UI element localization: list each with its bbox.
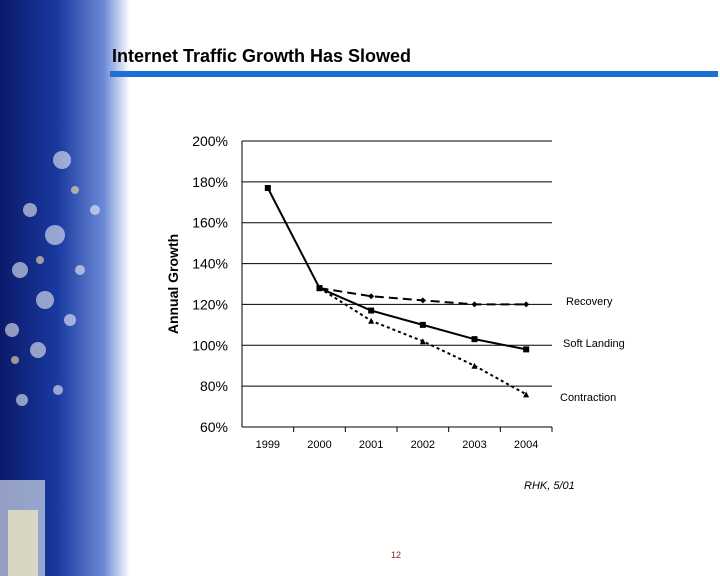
source-note: RHK, 5/01 [524, 480, 575, 492]
series-label: Recovery [566, 296, 613, 308]
y-tick-label: 100% [192, 337, 228, 353]
series-label: Contraction [560, 392, 616, 404]
data-point [523, 301, 530, 308]
data-point [419, 321, 426, 328]
x-tick-label: 2004 [514, 439, 538, 451]
data-point [316, 285, 323, 292]
title-underline-bar [110, 71, 718, 77]
data-point [523, 391, 530, 398]
x-tick-label: 2000 [307, 439, 331, 451]
page-number: 12 [391, 550, 402, 560]
data-point [471, 301, 478, 308]
data-point [264, 184, 271, 191]
y-tick-label: 200% [192, 133, 228, 149]
series-label: Soft Landing [563, 338, 625, 350]
data-point [368, 307, 375, 314]
data-point [419, 297, 426, 304]
data-point [471, 362, 478, 369]
x-tick-label: 2002 [411, 439, 435, 451]
y-tick-label: 80% [200, 378, 228, 394]
data-point [368, 317, 375, 324]
data-point [419, 338, 426, 345]
x-tick-label: 1999 [256, 439, 280, 451]
x-tick-label: 2001 [359, 439, 383, 451]
fiber-optic-image [0, 0, 130, 576]
x-tick-label: 2003 [462, 439, 486, 451]
y-tick-label: 60% [200, 419, 228, 435]
y-tick-label: 180% [192, 174, 228, 190]
data-point [368, 293, 375, 300]
data-point [471, 336, 478, 343]
y-tick-label: 160% [192, 215, 228, 231]
data-point [523, 346, 530, 353]
y-tick-label: 140% [192, 256, 228, 272]
y-tick-label: 120% [192, 296, 228, 312]
series-line-soft-landing [266, 187, 527, 351]
slide-title: Internet Traffic Growth Has Slowed [112, 46, 412, 66]
